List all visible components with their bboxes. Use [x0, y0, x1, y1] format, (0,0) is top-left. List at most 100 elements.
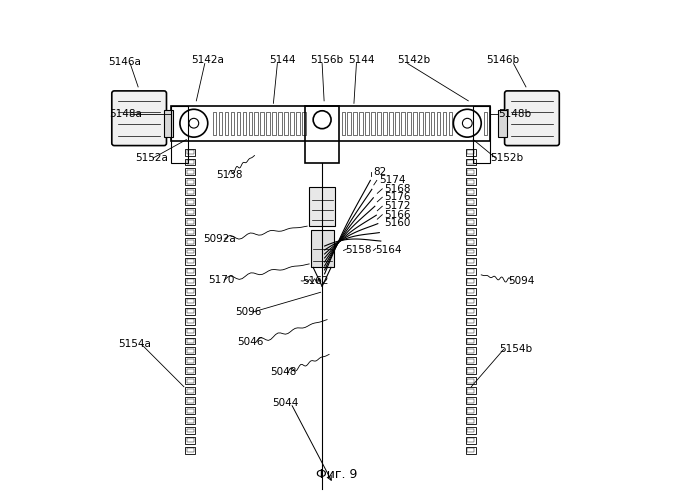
Bar [187, 270, 194, 274]
Bar [185, 328, 196, 334]
Bar [466, 188, 476, 196]
Bar [467, 408, 474, 412]
Bar [255, 112, 258, 134]
Text: 5156b: 5156b [311, 55, 344, 65]
Bar [187, 309, 194, 313]
Text: Фиг. 9: Фиг. 9 [316, 468, 357, 481]
Bar [466, 198, 476, 205]
Bar [187, 230, 194, 234]
Bar [466, 278, 476, 285]
Bar [187, 329, 194, 333]
Text: 5044: 5044 [272, 398, 299, 408]
Bar [187, 388, 194, 392]
Bar [185, 447, 196, 454]
Text: 5146a: 5146a [108, 57, 141, 67]
Text: 5146b: 5146b [486, 55, 519, 65]
Bar [467, 448, 474, 452]
Bar [185, 298, 196, 304]
Bar [467, 220, 474, 224]
Bar [467, 388, 474, 392]
Bar [185, 288, 196, 294]
Bar [467, 438, 474, 442]
Bar [466, 368, 476, 374]
Text: 5174: 5174 [379, 176, 405, 186]
Bar [187, 170, 194, 174]
Bar [172, 106, 188, 163]
Bar [348, 112, 351, 134]
Text: 5152a: 5152a [135, 153, 168, 163]
Bar [437, 112, 440, 134]
Bar [467, 270, 474, 274]
Bar [466, 407, 476, 414]
Text: 5092a: 5092a [203, 234, 235, 244]
Bar [467, 200, 474, 204]
Bar [309, 188, 335, 226]
Bar [185, 348, 196, 354]
Bar [187, 349, 194, 353]
Bar [187, 180, 194, 184]
Bar [467, 309, 474, 313]
Bar [467, 359, 474, 363]
Text: 5164: 5164 [375, 246, 402, 256]
Bar [466, 248, 476, 255]
Bar [467, 398, 474, 402]
Text: 5176: 5176 [384, 192, 411, 202]
Text: 5094: 5094 [508, 276, 535, 286]
Bar [466, 387, 476, 394]
Bar [466, 168, 476, 175]
Bar [187, 280, 194, 283]
Bar [266, 112, 270, 134]
Bar [311, 230, 333, 268]
Text: 5170: 5170 [208, 275, 234, 285]
Bar [185, 338, 196, 344]
Bar [185, 427, 196, 434]
Bar [466, 338, 476, 344]
Bar [467, 210, 474, 214]
Text: 82: 82 [372, 167, 386, 177]
Bar [484, 112, 487, 134]
Bar [466, 417, 476, 424]
Bar [185, 378, 196, 384]
Bar [185, 318, 196, 324]
Text: 5046: 5046 [237, 337, 264, 347]
Bar [466, 437, 476, 444]
Bar [219, 112, 222, 134]
Text: 5048: 5048 [270, 367, 296, 377]
Bar [467, 418, 474, 422]
Bar [466, 228, 476, 235]
Bar [467, 240, 474, 244]
Text: 5144: 5144 [270, 55, 296, 65]
Bar [473, 106, 490, 163]
Text: 5138: 5138 [216, 170, 243, 180]
Bar [466, 178, 476, 186]
Bar [185, 188, 196, 196]
Bar [466, 268, 476, 275]
Bar [466, 397, 476, 404]
Bar [466, 427, 476, 434]
Bar [185, 407, 196, 414]
Text: 5144: 5144 [348, 55, 375, 65]
Bar [466, 328, 476, 334]
Bar [187, 359, 194, 363]
Text: 5154b: 5154b [499, 344, 533, 354]
Bar [467, 170, 474, 174]
FancyBboxPatch shape [505, 91, 559, 146]
Bar [303, 112, 306, 134]
Bar [466, 378, 476, 384]
Bar [371, 112, 375, 134]
Bar [185, 417, 196, 424]
Bar [467, 290, 474, 294]
Bar [187, 428, 194, 432]
Bar [187, 210, 194, 214]
Bar [185, 308, 196, 314]
Bar [466, 348, 476, 354]
Bar [467, 250, 474, 254]
Text: 5096: 5096 [235, 307, 261, 317]
Bar [224, 112, 228, 134]
Bar [185, 178, 196, 186]
Bar [187, 299, 194, 303]
Bar [467, 230, 474, 234]
Bar [185, 397, 196, 404]
Bar [466, 358, 476, 364]
Text: 5142b: 5142b [397, 55, 430, 65]
